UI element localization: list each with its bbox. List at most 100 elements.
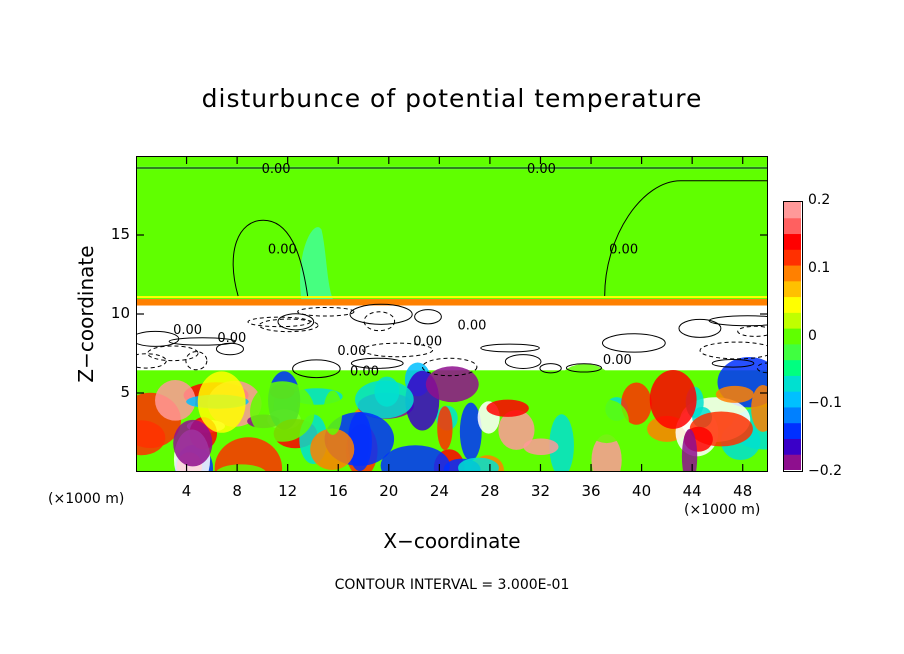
turbulence-blob — [173, 419, 213, 467]
colorbar-svg — [784, 202, 801, 470]
contour-line — [147, 345, 199, 362]
inversion-band-top — [137, 296, 767, 299]
contour-label: 0.00 — [457, 318, 486, 333]
plume-left — [300, 227, 333, 300]
contour-line — [414, 309, 442, 325]
contour-line — [737, 325, 767, 337]
x-units-label: (×1000 m) — [684, 502, 761, 518]
colorbar-swatch — [784, 359, 801, 376]
turbulence-blob — [310, 428, 355, 470]
turbulence-blob — [458, 457, 499, 471]
turbulence-blob — [649, 370, 697, 429]
field-layer-2 — [137, 305, 767, 371]
turbulence-blob — [216, 464, 266, 471]
contour-label: 0.00 — [527, 162, 556, 177]
contour-line — [247, 316, 311, 328]
contour-interval-note: CONTOUR INTERVAL = 3.000E-01 — [334, 577, 570, 593]
turbulence-blob — [498, 409, 535, 450]
turbulence-blob — [459, 402, 482, 461]
contour-line — [185, 351, 208, 371]
contour-label: 0.00 — [609, 243, 638, 258]
colorbar-swatch — [784, 375, 801, 392]
turbulence-blob — [621, 382, 652, 425]
turbulence-blob — [715, 385, 754, 403]
heatmap-svg: 0.00 0.00 0.00 0.00 0.00 0.00 0.00 0.00 0.00 0.00… — [137, 157, 767, 471]
contour-label: 0.00 — [262, 162, 291, 177]
contour-zero-right — [604, 180, 767, 297]
colorbar-label: −0.2 — [808, 463, 842, 479]
contour-label: 0.00 — [268, 243, 297, 258]
x-tick-label: 16 — [328, 482, 348, 500]
turbulence-blob — [549, 414, 574, 471]
contour-label: 0.00 — [217, 331, 246, 346]
contour-line — [708, 315, 767, 327]
y-tick-label: 5 — [120, 383, 130, 401]
x-tick-label: 44 — [682, 482, 702, 500]
contour-line — [601, 333, 666, 353]
contour-line — [539, 363, 562, 374]
colorbar-swatch — [784, 217, 801, 235]
y-tick-label: 15 — [110, 225, 130, 243]
x-tick-label: 28 — [480, 482, 500, 500]
x-tick-label: 40 — [632, 482, 652, 500]
contour-label: 0.00 — [413, 334, 442, 349]
contour-line — [362, 342, 434, 358]
turbulence-blob — [437, 406, 453, 451]
field-layer-0 — [137, 157, 767, 300]
colorbar-label: −0.1 — [808, 395, 842, 412]
turbulence-blob — [425, 366, 479, 403]
turbulence-blob — [323, 390, 343, 435]
y-axis-label: Z−coordinate — [74, 245, 98, 383]
contour-label: 0.00 — [350, 364, 379, 379]
contour-line — [349, 303, 413, 325]
contour-line — [678, 318, 722, 338]
y-tick-label: 10 — [110, 304, 130, 322]
turbulence-blob — [681, 429, 698, 471]
turbulence-blob — [584, 399, 629, 444]
colorbar-swatch — [784, 296, 801, 313]
colorbar-swatch — [784, 438, 801, 455]
contour-line — [363, 311, 396, 332]
colorbar-swatch — [784, 202, 801, 219]
colorbar-swatch — [784, 328, 801, 345]
colorbar-swatch — [784, 249, 801, 266]
colorbar-swatch — [784, 391, 801, 408]
x-tick-label: 8 — [232, 482, 242, 500]
contour-line — [699, 341, 767, 360]
chart-title: disturbunce of potential temperature — [201, 84, 703, 113]
colorbar — [783, 201, 803, 472]
colorbar-swatch — [784, 312, 801, 329]
x-tick-label: 24 — [429, 482, 449, 500]
colorbar-label: 0 — [808, 327, 817, 344]
x-axis-label: X−coordinate — [383, 529, 521, 553]
x-tick-label: 32 — [530, 482, 551, 500]
contour-line — [137, 330, 180, 347]
colorbar-swatch — [784, 454, 801, 470]
contour-line — [504, 354, 542, 369]
contour-line — [292, 359, 341, 379]
contour-line — [168, 337, 236, 346]
contour-label: 0.00 — [173, 323, 202, 338]
x-tick-label: 4 — [181, 482, 192, 500]
colorbar-swatch — [784, 422, 801, 439]
colorbar-swatch — [784, 406, 801, 424]
colorbar-swatch — [784, 280, 801, 298]
colorbar-label: 0.1 — [808, 259, 831, 276]
contour-line — [711, 359, 755, 368]
contour-line — [350, 357, 404, 369]
colorbar-swatch — [784, 343, 801, 361]
turbulence-blob — [751, 385, 767, 432]
turbulence-blob — [155, 380, 196, 421]
contour-line — [277, 313, 315, 331]
x-tick-label: 12 — [278, 482, 298, 500]
turbulence-blob — [591, 434, 622, 471]
turbulence-blob — [523, 438, 559, 456]
colorbar-swatch — [784, 233, 801, 250]
turbulence-blob — [380, 445, 450, 471]
contour-line — [565, 363, 603, 373]
contour-label: 0.00 — [603, 353, 632, 368]
colorbar-swatch — [784, 265, 801, 282]
turbulence-blob — [374, 376, 400, 407]
x-tick-label: 20 — [379, 482, 399, 500]
contour-line — [421, 357, 478, 377]
